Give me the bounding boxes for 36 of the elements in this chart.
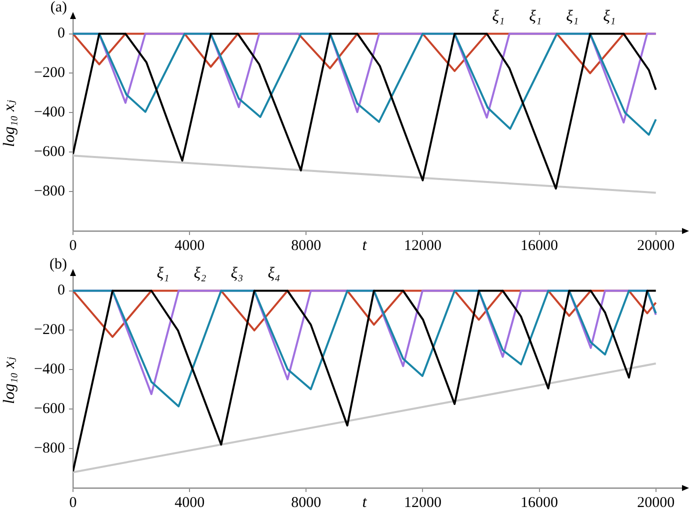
x-tick-label: 0 bbox=[69, 238, 77, 254]
annotation: ξ₁ bbox=[566, 8, 579, 25]
x-tick-label: 4000 bbox=[174, 238, 205, 254]
annotation: ξ₂ bbox=[194, 264, 207, 282]
annotation: ξ₁ bbox=[156, 264, 170, 282]
x-tick-label: 12000 bbox=[404, 494, 442, 511]
annotation: ξ₁ bbox=[492, 8, 505, 25]
x-tick-label: 0 bbox=[69, 494, 77, 511]
annotation: ξ₄ bbox=[268, 264, 280, 282]
y-tick-label: −200 bbox=[34, 322, 65, 338]
x-tick-label: 20000 bbox=[637, 238, 675, 254]
annotation: ξ₁ bbox=[529, 8, 542, 25]
x-tick-label: 16000 bbox=[520, 238, 558, 254]
x-tick-label: 16000 bbox=[520, 494, 558, 511]
x-axis-title: t bbox=[362, 237, 368, 254]
chart-title: (b) bbox=[50, 256, 67, 272]
x-tick-label: 20000 bbox=[637, 494, 675, 511]
x-tick-label: 8000 bbox=[291, 238, 322, 254]
y-tick-label: 0 bbox=[58, 282, 65, 299]
x-tick-label: 12000 bbox=[404, 238, 442, 254]
y-tick-label: −600 bbox=[34, 401, 65, 418]
x-tick-label: 8000 bbox=[291, 494, 322, 511]
y-tick-label: −400 bbox=[34, 362, 65, 378]
y-axis-title: log₁₀ xⱼ bbox=[0, 99, 18, 147]
y-tick-label: −800 bbox=[34, 440, 65, 456]
chart-title: (a) bbox=[50, 0, 67, 16]
x-tick-label: 4000 bbox=[174, 494, 205, 511]
y-tick-label: −400 bbox=[34, 104, 65, 121]
x-axis-title: t bbox=[362, 494, 368, 512]
y-axis-title: log₁₀ xⱼ bbox=[0, 356, 18, 404]
y-tick-label: −800 bbox=[34, 183, 65, 200]
y-tick-label: −600 bbox=[34, 144, 65, 160]
annotation: ξ₁ bbox=[603, 8, 616, 25]
annotation: ξ₃ bbox=[230, 264, 244, 282]
y-tick-label: −200 bbox=[34, 65, 65, 82]
y-tick-label: 0 bbox=[58, 26, 65, 42]
